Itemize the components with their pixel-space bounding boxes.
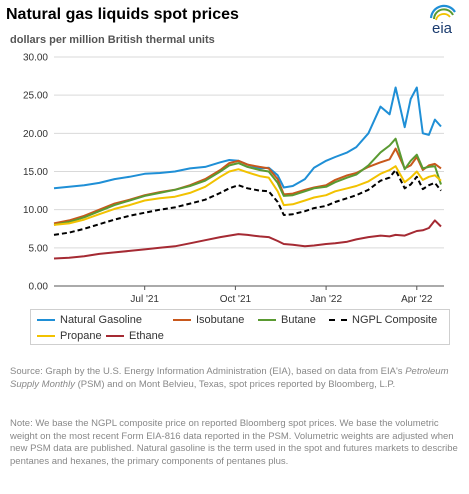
y-tick-label: 30.00	[23, 53, 48, 64]
chart-subtitle: dollars per million British thermal unit…	[10, 34, 215, 46]
x-tick-label: Oct '21	[220, 294, 252, 303]
legend-swatch-butane	[258, 319, 276, 322]
legend-label: Propane	[60, 330, 102, 342]
source-prefix: Source: Graph by the U.S. Energy Informa…	[10, 366, 406, 377]
legend-swatch-propane	[37, 335, 55, 338]
y-tick-label: 25.00	[23, 91, 48, 102]
x-tick-label: Jan '22	[310, 294, 342, 303]
eia-logo-icon[interactable]: eia	[425, 2, 461, 36]
legend-item-isobutane[interactable]: Isobutane	[173, 312, 244, 328]
legend-label: Natural Gasoline	[60, 314, 142, 326]
legend-item-propane[interactable]: Propane	[37, 328, 102, 344]
source-note: Source: Graph by the U.S. Energy Informa…	[10, 366, 462, 391]
x-axis-ticks: Jul '21 Oct '21 Jan '22 Apr '22	[130, 286, 433, 303]
series-line-ethane	[53, 219, 442, 260]
legend-item-natural-gasoline[interactable]: Natural Gasoline	[37, 312, 142, 328]
grid-lines	[54, 56, 444, 287]
legend-swatch-natural-gasoline	[37, 319, 55, 322]
legend-label: Isobutane	[196, 314, 245, 326]
legend-label: Butane	[281, 314, 316, 326]
x-tick-label: Jul '21	[130, 294, 159, 303]
legend-swatch-isobutane	[173, 319, 191, 322]
legend-item-ethane[interactable]: Ethane	[106, 328, 164, 344]
y-axis-ticks: 0.00 5.00 10.00 15.00 20.00 25.00 30.00	[23, 53, 48, 293]
legend-item-ngpl-composite[interactable]: NGPL Composite	[329, 312, 437, 328]
y-tick-label: 5.00	[29, 243, 49, 254]
y-tick-label: 10.00	[23, 205, 48, 216]
legend-item-butane[interactable]: Butane	[258, 312, 316, 328]
series-line-ngpl-composite	[53, 169, 442, 236]
legend-swatch-ngpl-composite	[329, 319, 347, 322]
y-tick-label: 15.00	[23, 167, 48, 178]
legend-label: NGPL Composite	[352, 314, 438, 326]
legend-swatch-ethane	[106, 335, 124, 338]
logo-text: eia	[432, 20, 453, 36]
source-suffix: (PSM) and on Mont Belvieu, Texas, spot p…	[74, 378, 396, 390]
legend-label: Ethane	[129, 330, 164, 342]
series-line-isobutane	[53, 147, 442, 225]
source-publication: Petroleum Supply Monthly	[10, 366, 449, 390]
y-tick-label: 20.00	[23, 129, 48, 140]
series-line-propane	[53, 165, 442, 226]
series-line-butane	[53, 137, 442, 226]
chart-legend: Natural Gasoline Isobutane Butane NGPL C…	[30, 309, 450, 345]
chart-title: Natural gas liquids spot prices	[6, 6, 239, 23]
line-chart: 0.00 5.00 10.00 15.00 20.00 25.00 30.00 Jul '2…	[23, 53, 444, 303]
series-line-natural-gasoline	[53, 86, 442, 190]
series-lines	[53, 86, 442, 260]
methodology-note: Note: We base the NGPL composite price o…	[10, 418, 458, 467]
y-tick-label: 0.00	[29, 282, 49, 293]
x-tick-label: Apr '22	[401, 294, 433, 303]
